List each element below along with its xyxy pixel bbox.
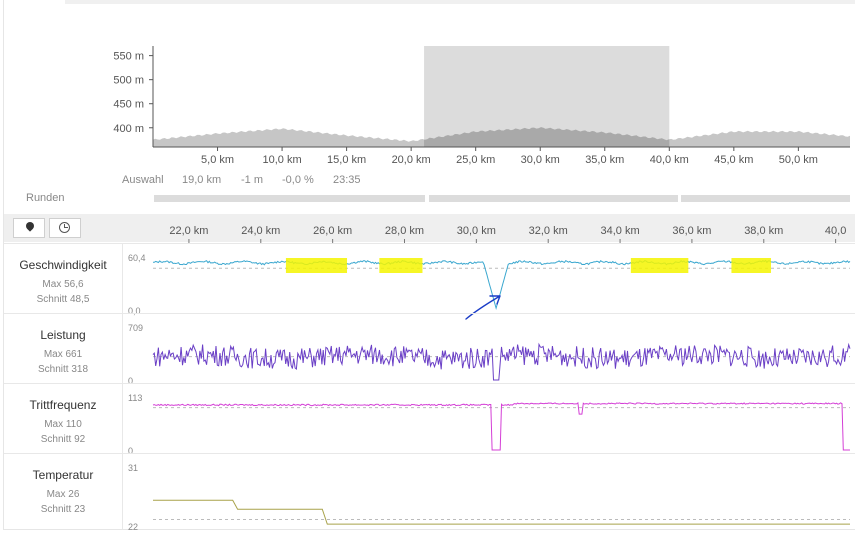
summary-label: Auswahl xyxy=(122,174,164,186)
top-bar xyxy=(65,0,855,4)
row-ymin-label: 0 xyxy=(128,376,133,386)
time-button[interactable] xyxy=(49,218,81,238)
x-tick-label: 25,0 km xyxy=(456,154,495,166)
temperature-title: Temperatur xyxy=(32,468,94,482)
speed-title: Geschwindigkeit xyxy=(19,258,107,272)
summary-distance: 19,0 km xyxy=(182,174,222,186)
detail-x-tick-label: 26,0 km xyxy=(313,225,352,237)
x-tick-label: 15,0 km xyxy=(327,154,366,166)
summary-elevation: -1 m xyxy=(241,174,263,186)
arrow-annotation xyxy=(465,295,501,320)
row-ymax-label: 31 xyxy=(128,463,138,473)
label-divider xyxy=(122,243,123,529)
summary-time: 23:35 xyxy=(333,174,361,186)
detail-x-tick-label: 30,0 km xyxy=(457,225,496,237)
cadence-title: Trittfrequenz xyxy=(29,398,97,412)
row-separator xyxy=(4,243,855,244)
detail-x-tick-label: 40,0 xyxy=(825,225,846,237)
x-tick-label: 50,0 km xyxy=(779,154,818,166)
row-separator xyxy=(4,453,855,454)
x-tick-label: 35,0 km xyxy=(585,154,624,166)
row-label-speed: Geschwindigkeit Max 56,6 Schnitt 48,5 xyxy=(4,258,122,307)
detail-x-tick-label: 34,0 km xyxy=(600,225,639,237)
highlight-annotation xyxy=(285,258,348,273)
summary-grade: -0,0 % xyxy=(282,174,314,186)
highlight-annotation xyxy=(731,258,771,273)
cadence-max: Max 110 xyxy=(44,419,82,430)
x-tick-label: 45,0 km xyxy=(714,154,753,166)
row-label-power: Leistung Max 661 Schnitt 318 xyxy=(4,328,122,377)
row-label-temperature: Temperatur Max 26 Schnitt 23 xyxy=(4,468,122,517)
series-line xyxy=(152,401,850,451)
row-separator xyxy=(4,383,855,384)
toolbar xyxy=(4,214,855,242)
lap-bar[interactable] xyxy=(429,195,678,202)
row-ymax-label: 60,4 xyxy=(128,253,146,263)
power-avg: Schnitt 318 xyxy=(37,364,89,375)
row-separator xyxy=(4,313,855,314)
frame-bottom xyxy=(3,529,855,530)
lap-bar[interactable] xyxy=(681,195,850,202)
y-tick-label: 450 m xyxy=(113,99,144,111)
x-tick-label: 10,0 km xyxy=(263,154,302,166)
speed-avg: Schnitt 48,5 xyxy=(36,294,90,305)
y-tick-label: 500 m xyxy=(113,75,144,87)
power-max: Max 661 xyxy=(43,349,83,360)
row-label-cadence: Trittfrequenz Max 110 Schnitt 92 xyxy=(4,398,122,447)
map-button[interactable] xyxy=(13,218,45,238)
x-tick-label: 40,0 km xyxy=(650,154,689,166)
detail-x-tick-label: 36,0 km xyxy=(672,225,711,237)
elevation-area-selected xyxy=(424,127,670,147)
detail-x-tick-label: 24,0 km xyxy=(241,225,280,237)
temperature-avg: Schnitt 23 xyxy=(40,504,86,515)
speed-max: Max 56,6 xyxy=(42,279,84,290)
x-tick-label: 5,0 km xyxy=(201,154,234,166)
x-tick-label: 30,0 km xyxy=(521,154,560,166)
detail-x-tick-label: 22,0 km xyxy=(169,225,208,237)
temperature-max: Max 26 xyxy=(46,489,80,500)
y-tick-label: 550 m xyxy=(113,51,144,63)
detail-x-tick-label: 28,0 km xyxy=(385,225,424,237)
x-tick-label: 20,0 km xyxy=(392,154,431,166)
y-tick-label: 400 m xyxy=(113,123,144,135)
row-ymin-label: 0 xyxy=(128,446,133,456)
laps-label: Runden xyxy=(26,192,65,204)
row-ymin-label: 0,0 xyxy=(128,306,141,316)
detail-x-tick-label: 38,0 km xyxy=(744,225,783,237)
detail-x-tick-label: 32,0 km xyxy=(529,225,568,237)
power-title: Leistung xyxy=(40,328,86,342)
series-line xyxy=(153,499,850,525)
frame-left xyxy=(3,0,4,530)
highlight-annotation xyxy=(379,258,423,273)
cadence-avg: Schnitt 92 xyxy=(40,434,86,445)
row-ymax-label: 113 xyxy=(128,393,142,403)
elevation-overview-chart[interactable]: 550 m 500 m 450 m 400 m 5,0 km 10,0 km 15,0 km… xyxy=(0,0,855,172)
series-line xyxy=(152,342,851,381)
highlight-annotation xyxy=(630,258,689,273)
row-ymin-label: 22 xyxy=(128,522,138,530)
row-ymax-label: 709 xyxy=(128,323,143,333)
detail-charts[interactable]: 22,0 km 24,0 km 26,0 km 28,0 km 30,0 km 32,0 … xyxy=(0,214,855,530)
lap-bar[interactable] xyxy=(154,195,425,202)
clock-icon xyxy=(59,222,70,233)
